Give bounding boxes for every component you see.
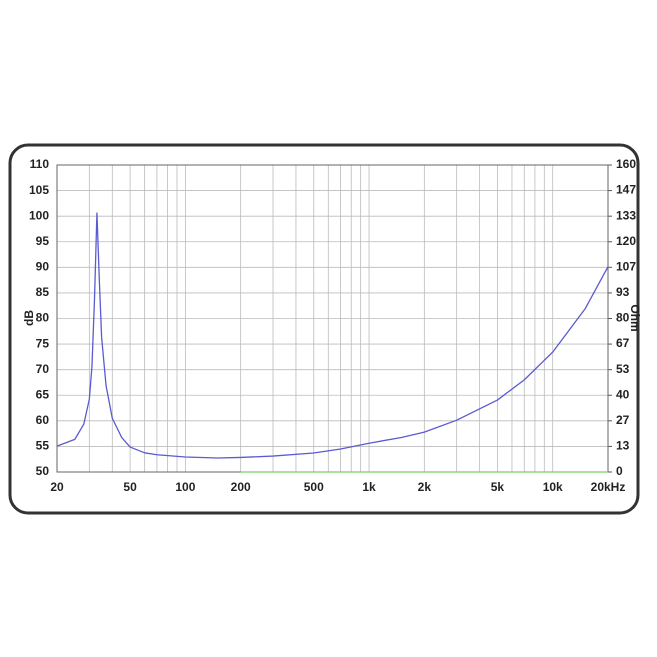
frame bbox=[8, 143, 640, 515]
y-axis-label: dB bbox=[22, 310, 36, 326]
y-tick-label: 65 bbox=[36, 387, 50, 401]
y-tick-label: 105 bbox=[29, 183, 49, 197]
y-tick-label: 80 bbox=[36, 311, 50, 325]
x-tick-label: 5k bbox=[491, 480, 505, 494]
y2-axis-label: Ohm bbox=[628, 304, 642, 331]
y2-tick-label: 120 bbox=[616, 234, 636, 248]
y-tick-label: 110 bbox=[30, 157, 50, 171]
x-tick-label: 50 bbox=[123, 480, 137, 494]
y2-tick-label: 67 bbox=[616, 336, 630, 350]
y-tick-label: 90 bbox=[36, 260, 50, 274]
y2-tick-label: 80 bbox=[616, 311, 630, 325]
y-tick-label: 100 bbox=[29, 208, 49, 222]
y2-tick-label: 0 bbox=[616, 464, 623, 478]
y2-tick-label: 133 bbox=[616, 208, 636, 222]
y-tick-label: 95 bbox=[36, 234, 50, 248]
y-tick-label: 60 bbox=[36, 413, 50, 427]
y-tick-label: 75 bbox=[36, 336, 50, 350]
x-tick-label: 10k bbox=[543, 480, 563, 494]
series-line bbox=[56, 212, 609, 459]
y-tick-label: 85 bbox=[36, 285, 50, 299]
y-tick-label: 50 bbox=[36, 464, 50, 478]
y2-tick-label: 40 bbox=[616, 387, 630, 401]
x-tick-label: 500 bbox=[304, 480, 324, 494]
x-tick-label: 20 bbox=[50, 480, 64, 494]
x-tick-label: 20kHz bbox=[591, 480, 626, 494]
x-tick-label: 200 bbox=[231, 480, 251, 494]
x-tick-label: 1k bbox=[362, 480, 376, 494]
y2-tick-label: 53 bbox=[616, 362, 630, 376]
y-tick-label: 70 bbox=[36, 362, 50, 376]
x-tick-label: 100 bbox=[175, 480, 195, 494]
x-tick-label: 2k bbox=[418, 480, 432, 494]
y2-tick-label: 147 bbox=[616, 183, 636, 197]
y2-tick-label: 107 bbox=[616, 259, 636, 273]
y-tick-label: 55 bbox=[36, 439, 50, 453]
y2-tick-label: 160 bbox=[616, 157, 636, 171]
y2-tick-label: 13 bbox=[616, 439, 630, 453]
y2-tick-label: 27 bbox=[616, 413, 630, 427]
y2-tick-label: 93 bbox=[616, 285, 630, 299]
